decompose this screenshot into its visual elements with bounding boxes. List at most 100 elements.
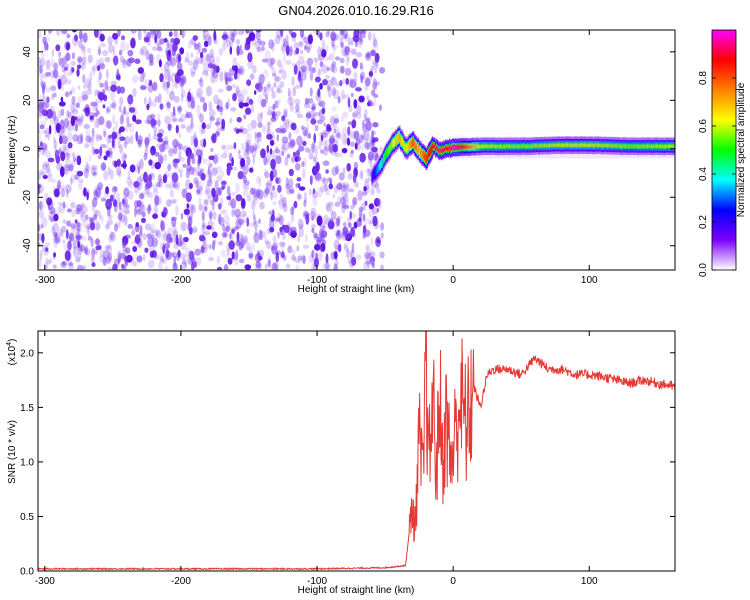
noise-speck xyxy=(39,200,43,211)
noise-speck xyxy=(225,76,229,86)
noise-speck xyxy=(278,98,281,104)
noise-speck xyxy=(332,143,339,153)
noise-speck xyxy=(182,163,187,168)
noise-speck xyxy=(186,156,191,166)
noise-speck xyxy=(368,203,375,210)
noise-speck xyxy=(173,30,178,38)
noise-speck xyxy=(61,64,65,73)
noise-speck xyxy=(361,190,368,196)
noise-speck xyxy=(44,242,51,247)
noise-speck xyxy=(46,260,52,265)
noise-speck xyxy=(217,88,224,93)
noise-speck xyxy=(205,123,211,130)
noise-speck xyxy=(365,244,370,252)
noise-speck xyxy=(74,219,78,224)
noise-speck xyxy=(158,260,163,270)
noise-speck xyxy=(69,65,74,75)
noise-speck xyxy=(199,234,205,240)
noise-speck xyxy=(78,39,83,49)
noise-speck xyxy=(244,264,252,270)
noise-speck xyxy=(280,242,285,250)
noise-speck xyxy=(279,80,285,88)
noise-speck xyxy=(98,46,101,55)
noise-speck xyxy=(361,152,364,164)
noise-speck xyxy=(116,158,121,167)
noise-speck xyxy=(96,110,100,116)
noise-speck xyxy=(58,147,62,154)
noise-speck xyxy=(366,218,372,225)
noise-speck xyxy=(352,30,358,37)
noise-speck xyxy=(100,163,107,171)
noise-speck xyxy=(293,200,298,209)
heatmap-y-label: Frequency (Hz) xyxy=(7,116,18,185)
noise-speck xyxy=(341,147,348,154)
noise-speck xyxy=(81,189,85,196)
noise-speck xyxy=(355,99,362,105)
noise-speck xyxy=(340,89,345,101)
noise-speck xyxy=(188,250,195,261)
noise-speck xyxy=(210,73,216,84)
noise-speck xyxy=(135,222,139,228)
noise-speck xyxy=(330,31,337,41)
noise-speck xyxy=(271,262,278,270)
noise-speck xyxy=(192,225,198,233)
noise-speck xyxy=(112,32,119,40)
noise-speck xyxy=(262,125,266,133)
noise-speck xyxy=(185,51,190,62)
noise-speck xyxy=(108,214,113,220)
noise-speck xyxy=(331,60,337,68)
noise-speck xyxy=(241,238,247,244)
noise-speck xyxy=(235,89,242,97)
noise-speck xyxy=(268,210,275,216)
noise-speck xyxy=(310,224,316,229)
noise-speck xyxy=(81,62,84,69)
noise-speck xyxy=(84,107,91,117)
noise-speck xyxy=(117,251,122,262)
noise-speck xyxy=(66,208,72,213)
noise-speck xyxy=(298,227,305,238)
noise-speck xyxy=(123,214,128,226)
noise-speck xyxy=(208,101,213,111)
noise-speck xyxy=(180,124,186,129)
noise-speck xyxy=(80,132,83,144)
noise-speck xyxy=(215,153,221,163)
noise-speck xyxy=(178,143,183,150)
noise-speck xyxy=(270,158,276,170)
noise-speck xyxy=(160,156,165,165)
noise-speck xyxy=(39,94,44,101)
noise-speck xyxy=(202,70,209,76)
noise-speck xyxy=(167,163,172,172)
noise-speck xyxy=(66,152,72,158)
noise-speck xyxy=(201,47,208,53)
noise-speck xyxy=(295,183,300,188)
noise-speck xyxy=(307,149,311,155)
noise-speck xyxy=(103,155,108,161)
noise-speck xyxy=(61,185,66,191)
noise-speck xyxy=(347,217,351,224)
noise-speck xyxy=(335,82,340,87)
noise-speck xyxy=(366,52,370,59)
noise-speck xyxy=(304,147,310,153)
noise-speck xyxy=(331,33,339,41)
noise-speck xyxy=(328,183,334,190)
noise-speck xyxy=(347,203,350,211)
noise-speck xyxy=(103,170,109,181)
noise-speck xyxy=(294,98,301,105)
noise-speck xyxy=(183,236,189,243)
noise-speck xyxy=(274,76,281,82)
noise-speck xyxy=(128,122,135,133)
noise-speck xyxy=(265,182,270,188)
noise-speck xyxy=(57,179,62,191)
noise-speck xyxy=(202,35,207,41)
noise-speck xyxy=(235,240,241,247)
noise-speck xyxy=(343,222,347,227)
noise-speck xyxy=(154,95,160,103)
noise-speck xyxy=(283,203,288,213)
noise-speck xyxy=(98,71,102,81)
noise-speck xyxy=(353,130,360,140)
noise-speck xyxy=(372,98,377,107)
noise-speck xyxy=(285,118,290,130)
ridge-halo xyxy=(453,136,675,159)
noise-speck xyxy=(305,214,310,225)
noise-speck xyxy=(316,119,323,125)
